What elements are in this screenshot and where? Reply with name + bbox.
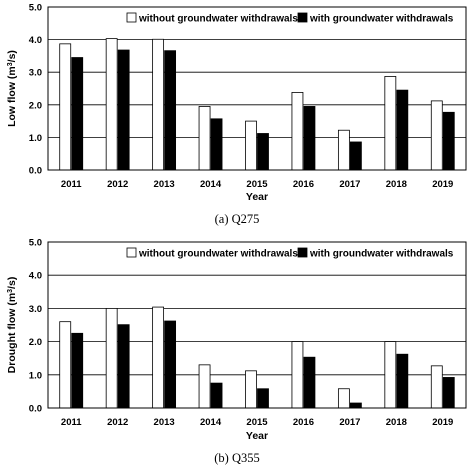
bar-with-withdrawals	[117, 324, 130, 409]
y-tick-label: 2.0	[29, 100, 42, 111]
bar-without-withdrawals	[430, 100, 443, 171]
y-axis-title-end: /s)	[6, 277, 18, 289]
x-tick-label: 2012	[107, 417, 128, 428]
bar-with-withdrawals	[303, 356, 316, 409]
x-tick-label: 2014	[200, 179, 222, 190]
bar-without-withdrawals	[430, 365, 443, 409]
bar-without-withdrawals	[198, 106, 211, 171]
bar-without-withdrawals	[291, 92, 304, 171]
x-tick-label: 2013	[154, 179, 175, 190]
x-tick-label: 2016	[293, 179, 314, 190]
x-axis-title: Year	[246, 191, 268, 203]
bar-without-withdrawals	[59, 321, 72, 409]
bar-without-withdrawals	[384, 76, 397, 171]
y-tick-label: 1.0	[29, 370, 42, 381]
y-axis-title-sup: 3	[7, 62, 14, 66]
x-tick-label: 2017	[339, 417, 360, 428]
x-tick-labels: 2011 2012 2013 2014 2015 2016 2017 2018 2019	[61, 179, 453, 190]
x-axis-title: Year	[246, 430, 268, 442]
bar-with-withdrawals	[210, 382, 223, 409]
plot-area	[47, 6, 467, 171]
bar-without-withdrawals	[59, 43, 72, 171]
x-tick-labels: 2011 2012 2013 2014 2015 2016 2017 2018 2019	[61, 417, 453, 428]
bar-with-withdrawals	[303, 106, 316, 171]
y-axis-title-main: Drought flow (m	[6, 293, 18, 373]
bar-with-withdrawals	[71, 57, 84, 171]
x-tick-label: 2016	[293, 417, 314, 428]
bar-with-withdrawals	[396, 89, 409, 171]
x-tick-label: 2015	[246, 179, 268, 190]
y-axis-title-main: Low flow (m	[6, 66, 18, 127]
y-axis-title: Drought flow (m3/s)	[6, 277, 18, 374]
chart-caption: (a) Q275	[215, 212, 260, 226]
x-tick-label: 2013	[154, 417, 175, 428]
bar-with-withdrawals	[349, 402, 362, 409]
y-axis-title-end: /s)	[6, 50, 18, 62]
bar-without-withdrawals	[337, 388, 350, 409]
bar-without-withdrawals	[291, 341, 304, 409]
x-tick-label: 2019	[432, 417, 453, 428]
chart-caption: (b) Q355	[214, 451, 259, 465]
bar-with-withdrawals	[257, 133, 269, 171]
bar-with-withdrawals	[349, 141, 362, 171]
legend-swatch-without	[126, 12, 137, 23]
y-tick-label: 0.0	[29, 404, 42, 415]
y-axis-title: Low flow (m3/s)	[6, 50, 18, 127]
y-tick-labels: 0.0 1.0 2.0 3.0 4.0 5.0	[29, 238, 42, 415]
y-tick-label: 0.0	[29, 166, 42, 177]
bar-without-withdrawals	[337, 129, 350, 171]
y-tick-label: 5.0	[29, 238, 42, 249]
y-tick-labels: 0.0 1.0 2.0 3.0 4.0 5.0	[29, 3, 42, 177]
bar-without-withdrawals	[152, 38, 165, 171]
bar-with-withdrawals	[71, 332, 84, 409]
bar-without-withdrawals	[384, 341, 397, 409]
legend: without groundwater withdrawals with gro…	[126, 247, 454, 260]
legend-label-with: with groundwater withdrawals	[309, 249, 454, 260]
y-tick-label: 3.0	[29, 304, 42, 315]
x-tick-label: 2015	[246, 417, 268, 428]
chart-q275: 0.01.02.03.04.05.0 2011 2012 2013 2014 2015 2…	[6, 3, 467, 226]
legend-label-with: with groundwater withdrawals	[309, 14, 454, 25]
x-tick-label: 2011	[61, 179, 82, 190]
bar-without-withdrawals	[245, 370, 257, 409]
bars	[59, 38, 455, 171]
plot-area	[47, 241, 467, 409]
bar-without-withdrawals	[245, 120, 257, 171]
bar-with-withdrawals	[117, 49, 130, 171]
bar-with-withdrawals	[210, 118, 223, 171]
x-tick-label: 2014	[200, 417, 222, 428]
x-tick-label: 2011	[61, 417, 82, 428]
legend-label-without: without groundwater withdrawals	[138, 249, 298, 260]
bar-with-withdrawals	[164, 50, 177, 171]
x-tick-label: 2019	[432, 179, 453, 190]
legend-swatch-with	[297, 12, 308, 23]
bar-without-withdrawals	[105, 307, 118, 409]
y-tick-label: 2.0	[29, 337, 42, 348]
bar-with-withdrawals	[442, 377, 455, 409]
x-tick-label: 2018	[386, 417, 407, 428]
x-tick-label: 2012	[107, 179, 128, 190]
chart-q355: 0.01.02.03.04.05.0 2011 2012 2013 2014 2015 2…	[6, 238, 467, 465]
bar-with-withdrawals	[164, 320, 177, 409]
bar-with-withdrawals	[396, 353, 409, 409]
x-tick-label: 2018	[386, 179, 407, 190]
legend: without groundwater withdrawals with gro…	[126, 12, 454, 25]
y-tick-label: 1.0	[29, 133, 42, 144]
y-tick-label: 4.0	[29, 35, 42, 46]
bar-without-withdrawals	[198, 364, 211, 409]
bar-with-withdrawals	[257, 388, 269, 409]
legend-label-without: without groundwater withdrawals	[138, 14, 298, 25]
bars	[59, 306, 455, 409]
y-tick-label: 5.0	[29, 3, 42, 14]
x-tick-label: 2017	[339, 179, 360, 190]
legend-swatch-with	[297, 247, 308, 258]
bar-without-withdrawals	[105, 38, 118, 171]
y-tick-label: 4.0	[29, 271, 42, 282]
bar-with-withdrawals	[442, 111, 455, 171]
legend-swatch-without	[126, 247, 137, 258]
y-tick-label: 3.0	[29, 68, 42, 79]
bar-without-withdrawals	[152, 306, 165, 409]
y-axis-title-sup: 3	[7, 289, 14, 293]
